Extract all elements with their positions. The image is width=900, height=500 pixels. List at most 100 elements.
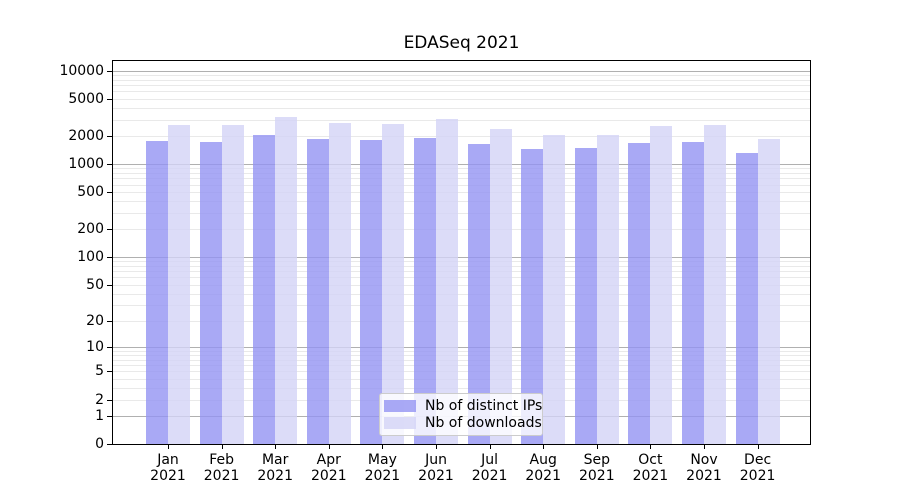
bar-nov-downloads: [704, 125, 726, 444]
x-axis-tick: [168, 444, 169, 449]
legend-item-downloads: Nb of downloads: [384, 415, 542, 431]
bar-aug-downloads: [543, 134, 566, 444]
bar-apr-downloads: [328, 122, 351, 444]
bar-jan-distinct-ips: [146, 141, 168, 444]
x-axis-tick-label: Oct 2021: [632, 452, 669, 484]
x-axis-tick: [704, 444, 705, 449]
y-axis-tick: [107, 346, 112, 348]
gridline: [113, 178, 810, 180]
y-axis-tick: [107, 399, 112, 401]
y-axis-tick: [107, 135, 112, 137]
y-axis-tick-label: 1: [95, 407, 104, 424]
gridline: [113, 98, 810, 100]
y-axis-tick: [107, 164, 112, 165]
x-axis-tick-label: Sep 2021: [578, 452, 615, 484]
y-axis-tick-label: 0: [95, 436, 104, 452]
gridline: [113, 354, 810, 356]
x-axis-tick: [328, 444, 330, 449]
gridline: [113, 350, 810, 352]
bar-sep-distinct-ips: [574, 147, 597, 444]
gridline: [113, 304, 810, 306]
bar-may-downloads: [382, 124, 405, 444]
bar-apr-distinct-ips: [306, 138, 329, 444]
x-axis-tick-label: May 2021: [364, 452, 401, 484]
y-axis-tick-label: 2: [95, 391, 104, 408]
y-axis-tick-label: 10: [86, 338, 104, 355]
gridline: [113, 378, 810, 380]
gridline: [113, 320, 810, 322]
y-axis-tick-label: 200: [77, 221, 104, 237]
bar-jan-downloads: [168, 125, 190, 444]
x-axis-tick-label: Jan 2021: [150, 452, 186, 484]
x-axis-tick-label: Jul 2021: [471, 452, 508, 484]
bar-oct-downloads: [650, 126, 673, 444]
gridline: [113, 119, 810, 121]
y-axis-tick-label: 20: [86, 312, 104, 329]
x-axis-tick: [650, 444, 652, 449]
bar-jul-downloads: [489, 129, 512, 444]
x-axis-tick-label: Mar 2021: [257, 452, 293, 484]
gridline: [113, 371, 810, 373]
y-axis-tick: [107, 229, 112, 230]
bar-sep-downloads: [596, 134, 619, 444]
x-axis-tick-label: Dec 2021: [739, 452, 776, 484]
y-axis-tick: [107, 320, 112, 322]
x-axis-tick: [543, 444, 545, 449]
x-axis-tick-label: Nov 2021: [686, 452, 722, 484]
bar-dec-downloads: [757, 138, 780, 444]
y-axis-tick: [107, 284, 112, 286]
x-axis-tick: [436, 444, 437, 449]
gridline: [113, 135, 810, 137]
bar-may-distinct-ips: [360, 139, 383, 444]
y-axis-tick: [107, 98, 112, 100]
gridline: [113, 79, 810, 81]
legend-item-distinct-ips: Nb of distinct IPs: [384, 398, 542, 414]
gridline: [113, 256, 810, 258]
x-axis-tick: [382, 444, 384, 449]
chart-title: EDASeq 2021: [403, 33, 520, 53]
legend-label-distinct-ips: Nb of distinct IPs: [425, 397, 543, 414]
x-axis-tick: [596, 444, 598, 449]
gridline: [113, 168, 810, 170]
gridline: [113, 212, 810, 214]
x-axis-tick: [221, 444, 223, 449]
bar-jun-distinct-ips: [414, 137, 436, 444]
gridline: [113, 284, 810, 286]
y-axis-tick: [107, 192, 112, 193]
bar-oct-distinct-ips: [628, 143, 651, 444]
gridline: [113, 271, 810, 273]
gridline: [113, 173, 810, 174]
x-axis-tick: [275, 444, 277, 449]
y-axis-tick-label: 1000: [68, 156, 104, 172]
bar-aug-distinct-ips: [521, 148, 544, 444]
gridline: [113, 91, 810, 93]
bar-feb-distinct-ips: [199, 142, 222, 444]
y-axis-tick: [107, 70, 112, 72]
legend: Nb of distinct IPs Nb of downloads: [379, 393, 543, 436]
x-axis-tick-label: Aug 2021: [525, 452, 561, 484]
plot-area: [113, 61, 810, 444]
y-axis-tick: [107, 256, 112, 258]
gridline: [113, 85, 810, 87]
gridline: [113, 359, 810, 361]
y-axis-tick: [107, 415, 112, 417]
x-axis-tick: [757, 444, 759, 449]
x-axis-tick-label: Feb 2021: [203, 452, 240, 484]
legend-swatch-distinct-ips-icon: [384, 399, 416, 412]
bar-jun-downloads: [436, 119, 458, 444]
gridline: [113, 192, 810, 193]
gridline: [113, 261, 810, 263]
gridline: [113, 346, 810, 348]
bar-nov-distinct-ips: [682, 142, 704, 444]
y-axis-tick-label: 100: [77, 248, 104, 265]
bar-jul-distinct-ips: [467, 143, 490, 444]
gridline: [113, 70, 810, 72]
y-axis-tick-label: 5: [95, 363, 104, 380]
gridline: [113, 75, 810, 76]
gridline: [113, 277, 810, 279]
y-axis-tick-label: 500: [77, 184, 104, 200]
bar-mar-distinct-ips: [253, 134, 276, 444]
y-axis-tick: [107, 371, 112, 373]
gridline: [113, 201, 810, 203]
legend-swatch-downloads-icon: [384, 417, 416, 430]
